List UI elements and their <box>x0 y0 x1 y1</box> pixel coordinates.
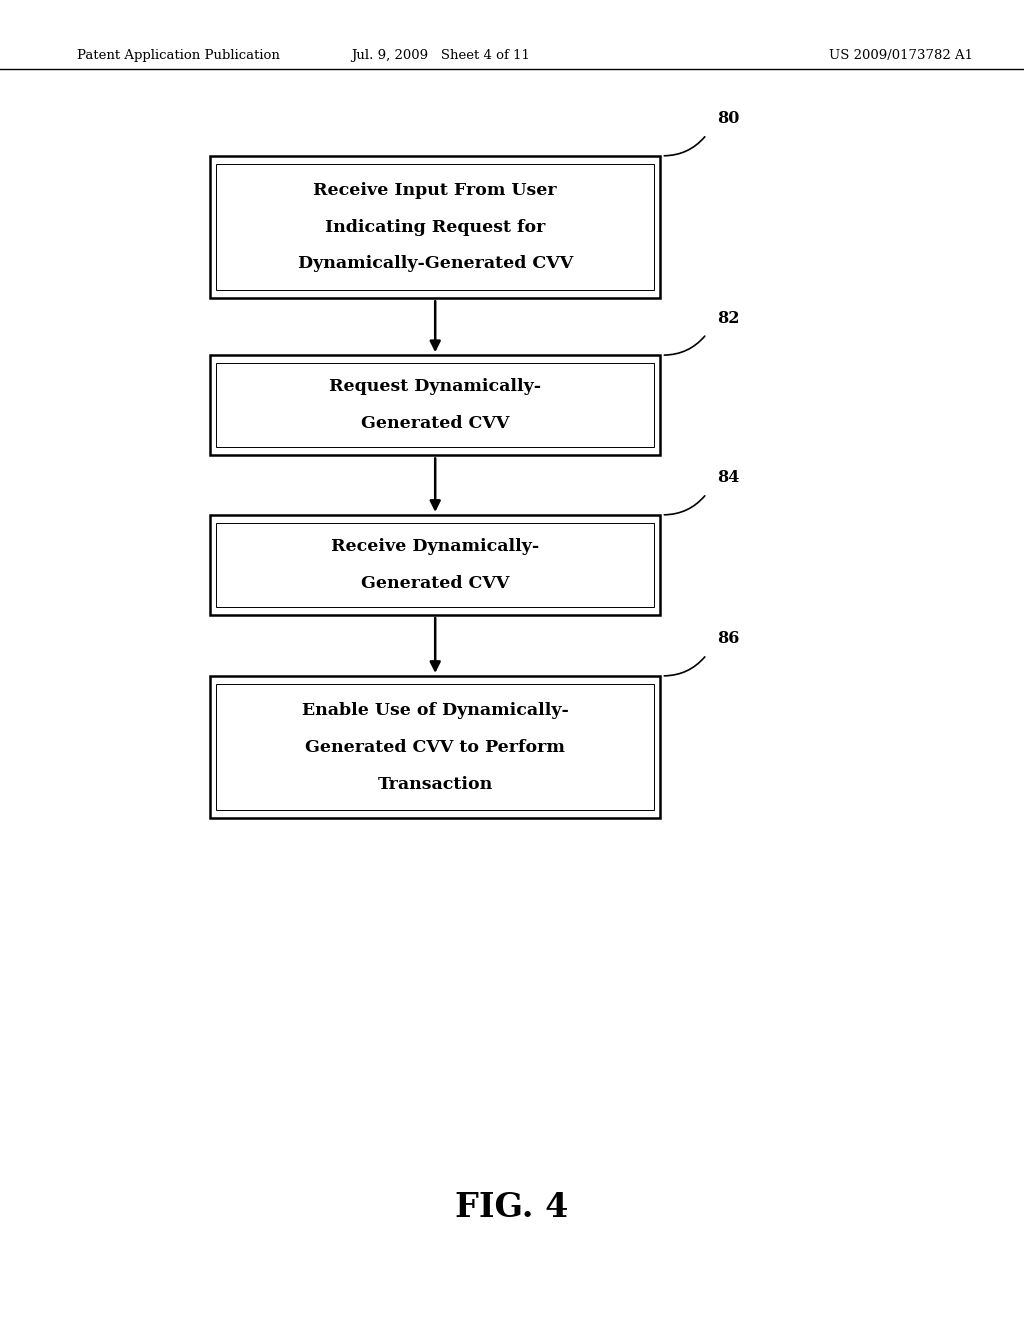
Text: Indicating Request for: Indicating Request for <box>325 219 546 235</box>
Text: Patent Application Publication: Patent Application Publication <box>77 49 280 62</box>
Text: Receive Input From User: Receive Input From User <box>313 182 557 198</box>
Bar <box>216 684 654 810</box>
Bar <box>216 164 654 290</box>
Bar <box>210 515 660 615</box>
Bar <box>210 156 660 298</box>
Text: Generated CVV: Generated CVV <box>361 576 509 591</box>
Text: 80: 80 <box>717 111 739 127</box>
Text: 84: 84 <box>717 470 739 486</box>
Text: Enable Use of Dynamically-: Enable Use of Dynamically- <box>302 702 568 718</box>
Text: FIG. 4: FIG. 4 <box>456 1191 568 1225</box>
Text: Generated CVV to Perform: Generated CVV to Perform <box>305 739 565 755</box>
Text: 82: 82 <box>717 310 739 326</box>
Text: Jul. 9, 2009   Sheet 4 of 11: Jul. 9, 2009 Sheet 4 of 11 <box>351 49 529 62</box>
Bar <box>210 355 660 455</box>
Text: 86: 86 <box>717 631 739 647</box>
Text: Request Dynamically-: Request Dynamically- <box>329 379 542 395</box>
Bar <box>216 523 654 607</box>
Bar <box>210 676 660 818</box>
Text: Generated CVV: Generated CVV <box>361 416 509 432</box>
Text: Receive Dynamically-: Receive Dynamically- <box>331 539 540 554</box>
Text: Dynamically-Generated CVV: Dynamically-Generated CVV <box>298 256 572 272</box>
Text: Transaction: Transaction <box>378 776 493 792</box>
Text: US 2009/0173782 A1: US 2009/0173782 A1 <box>829 49 973 62</box>
Bar <box>216 363 654 447</box>
